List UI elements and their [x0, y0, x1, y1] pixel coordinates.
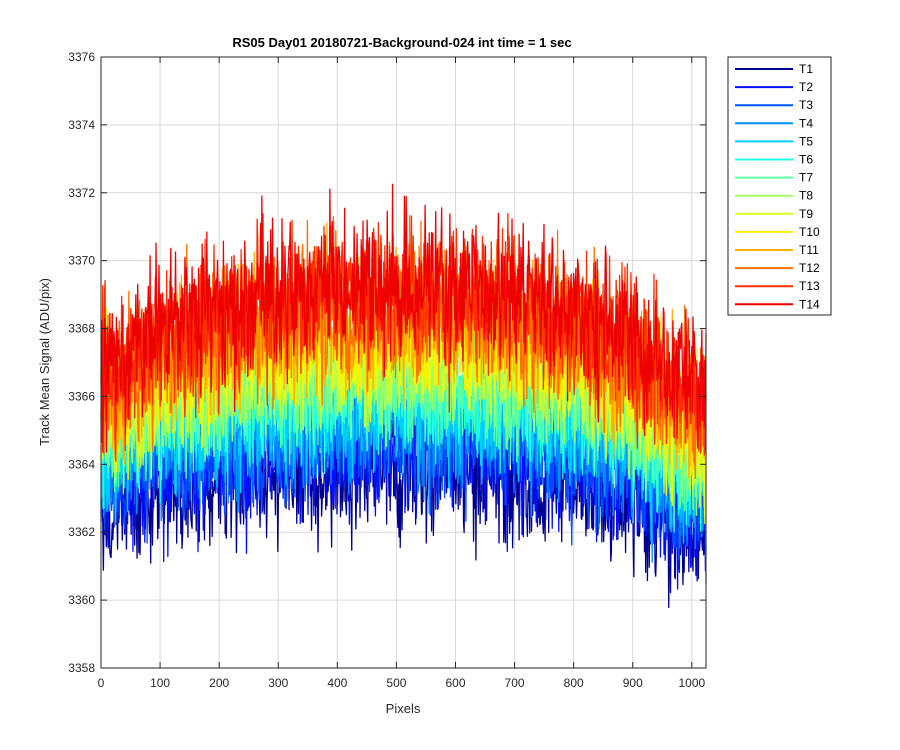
- legend-label-t3: T3: [799, 98, 813, 112]
- x-tick-label: 400: [327, 676, 347, 690]
- x-tick-label: 800: [564, 676, 584, 690]
- y-tick-label: 3362: [68, 525, 95, 539]
- legend: T1 T2 T3 T4 T5 T6 T7 T8 T9 T10 T11 T12 T13 T14: [727, 56, 832, 316]
- series-line-t14: [100, 183, 707, 453]
- legend-label-t14: T14: [799, 297, 820, 311]
- chart-title: RS05 Day01 20180721-Background-024 int t…: [232, 35, 571, 50]
- legend-label-t4: T4: [799, 116, 813, 130]
- x-tick-label: 300: [268, 676, 288, 690]
- x-tick-label: 0: [98, 676, 105, 690]
- y-tick-label: 3372: [68, 186, 95, 200]
- legend-label-t2: T2: [799, 80, 813, 94]
- legend-label-t1: T1: [799, 62, 813, 76]
- y-tick-label: 3360: [68, 593, 95, 607]
- x-tick-label: 700: [505, 676, 525, 690]
- x-tick-label: 500: [386, 676, 406, 690]
- x-axis-label: Pixels: [386, 701, 421, 716]
- y-tick-label: 3366: [68, 389, 95, 403]
- plot-area: 0 100 200 300 400 500 600 700 800 900 1000 3358 336…: [68, 50, 707, 690]
- y-tick-label: 3358: [68, 661, 95, 675]
- y-axis-label: Track Mean Signal (ADU/pix): [37, 278, 52, 446]
- plot-frame: [100, 56, 707, 669]
- legend-label-t10: T10: [799, 225, 820, 239]
- legend-label-t5: T5: [799, 134, 813, 148]
- y-tick-label: 3364: [68, 457, 95, 471]
- x-tick-label: 900: [623, 676, 643, 690]
- legend-label-t11: T11: [799, 243, 819, 257]
- y-tick-label: 3370: [68, 254, 95, 268]
- legend-label-t9: T9: [799, 207, 813, 221]
- y-tick-label: 3374: [68, 118, 95, 132]
- legend-box: [727, 56, 832, 316]
- x-tick-label: 600: [445, 676, 465, 690]
- series-layer: [100, 183, 707, 609]
- y-axis-ticks: 3358 3360 3362 3364 3366 3368 3370 3372 3374 3376: [68, 50, 706, 675]
- legend-label-t6: T6: [799, 153, 813, 167]
- legend-items: T1 T2 T3 T4 T5 T6 T7 T8 T9 T10 T11 T12 T13 T14: [735, 62, 820, 311]
- x-tick-label: 200: [209, 676, 229, 690]
- legend-label-t7: T7: [799, 171, 813, 185]
- x-tick-label: 1000: [678, 676, 705, 690]
- legend-label-t12: T12: [799, 261, 820, 275]
- x-axis-ticks: 0 100 200 300 400 500 600 700 800 900 1000: [98, 57, 705, 690]
- legend-label-t8: T8: [799, 189, 813, 203]
- y-tick-label: 3368: [68, 322, 95, 336]
- y-tick-label: 3376: [68, 50, 95, 64]
- x-tick-label: 100: [150, 676, 170, 690]
- legend-label-t13: T13: [799, 279, 820, 293]
